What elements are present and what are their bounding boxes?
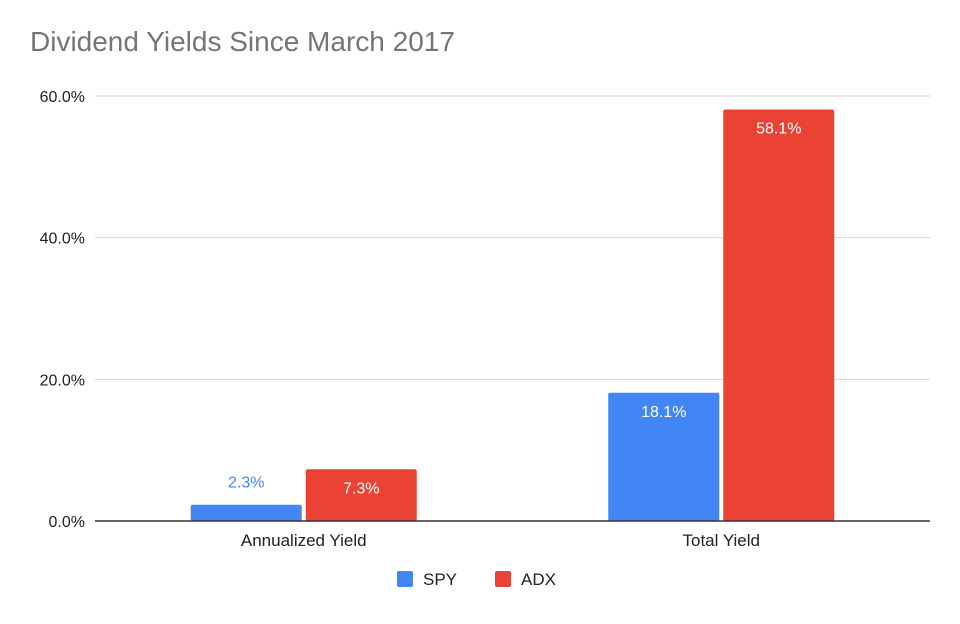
data-labels: 2.3% 7.3% 18.1% 58.1% [228,120,801,497]
y-tick-label: 0.0% [49,514,85,531]
data-label: 18.1% [641,404,686,421]
y-tick-label: 20.0% [40,372,85,389]
chart-title: Dividend Yields Since March 2017 [30,26,455,57]
bars [190,109,835,521]
bar-spy [190,504,302,521]
bar-spy [608,392,720,521]
bar-adx [305,469,417,521]
x-tick-label: Annualized Yield [241,531,367,550]
y-axis-ticks: 0.0% 20.0% 40.0% 60.0% [40,89,85,531]
legend: SPY ADX [397,570,556,589]
y-tick-label: 40.0% [40,231,85,248]
y-tick-label: 60.0% [40,89,85,106]
x-tick-label: Total Yield [683,531,761,550]
legend-swatch-adx [495,571,511,587]
x-axis: Annualized Yield Total Yield [95,520,930,550]
legend-label-adx: ADX [521,570,556,589]
data-label: 2.3% [228,475,264,492]
bar-adx [723,109,835,521]
legend-swatch-spy [397,571,413,587]
legend-label-spy: SPY [423,570,457,589]
data-label: 58.1% [756,120,801,137]
data-label: 7.3% [343,480,379,497]
